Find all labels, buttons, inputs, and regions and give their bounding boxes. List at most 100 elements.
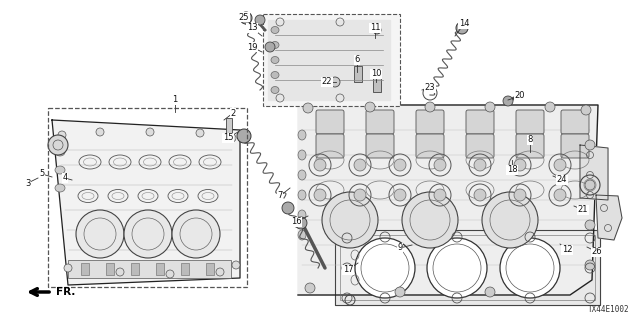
Circle shape (581, 105, 591, 115)
Circle shape (585, 260, 595, 270)
FancyBboxPatch shape (466, 134, 494, 158)
FancyBboxPatch shape (516, 110, 544, 134)
Text: 8: 8 (527, 135, 532, 145)
Circle shape (354, 189, 366, 201)
Circle shape (503, 96, 513, 106)
Circle shape (365, 102, 375, 112)
Text: 11: 11 (370, 23, 380, 33)
Ellipse shape (298, 170, 306, 180)
Circle shape (545, 102, 555, 112)
Circle shape (232, 261, 240, 269)
Circle shape (237, 129, 251, 143)
Bar (373, 78, 381, 92)
Text: TX44E1002: TX44E1002 (588, 305, 630, 314)
Bar (206, 263, 214, 275)
Text: 24: 24 (557, 175, 567, 185)
Circle shape (434, 159, 446, 171)
Text: 20: 20 (515, 92, 525, 100)
Bar (156, 263, 164, 275)
Circle shape (265, 42, 275, 52)
Polygon shape (52, 120, 240, 285)
FancyBboxPatch shape (516, 134, 544, 158)
FancyBboxPatch shape (316, 134, 344, 158)
Text: 6: 6 (355, 55, 360, 65)
Text: 13: 13 (246, 23, 257, 33)
Ellipse shape (271, 27, 279, 34)
Ellipse shape (271, 86, 279, 93)
Circle shape (394, 159, 406, 171)
Circle shape (295, 217, 307, 229)
Text: 10: 10 (371, 69, 381, 78)
Circle shape (402, 192, 458, 248)
Polygon shape (335, 230, 600, 305)
Circle shape (166, 270, 174, 278)
Text: 21: 21 (578, 205, 588, 214)
FancyBboxPatch shape (366, 110, 394, 134)
Circle shape (500, 238, 560, 298)
Text: 23: 23 (425, 84, 435, 92)
Circle shape (354, 159, 366, 171)
Circle shape (282, 202, 294, 214)
FancyBboxPatch shape (366, 134, 394, 158)
Circle shape (554, 189, 566, 201)
Circle shape (48, 135, 68, 155)
Circle shape (76, 210, 124, 258)
Circle shape (456, 22, 468, 34)
FancyBboxPatch shape (561, 110, 589, 134)
Text: 19: 19 (247, 43, 257, 52)
Circle shape (314, 189, 326, 201)
FancyBboxPatch shape (561, 134, 589, 158)
Circle shape (116, 268, 124, 276)
Circle shape (485, 287, 495, 297)
Circle shape (474, 159, 486, 171)
Text: 2: 2 (230, 108, 236, 117)
Bar (81, 263, 89, 275)
Circle shape (425, 102, 435, 112)
Bar (181, 263, 189, 275)
Circle shape (585, 140, 595, 150)
Text: FR.: FR. (56, 287, 76, 297)
Ellipse shape (298, 150, 306, 160)
Text: 9: 9 (397, 244, 403, 252)
Text: 18: 18 (507, 165, 517, 174)
Text: 25: 25 (239, 12, 249, 21)
Text: 12: 12 (562, 245, 572, 254)
FancyBboxPatch shape (416, 134, 444, 158)
Circle shape (240, 12, 252, 24)
Circle shape (554, 159, 566, 171)
Circle shape (305, 283, 315, 293)
Circle shape (485, 102, 495, 112)
Circle shape (514, 159, 526, 171)
Bar (106, 263, 114, 275)
Text: 1: 1 (172, 95, 178, 105)
Circle shape (322, 192, 378, 248)
Circle shape (64, 264, 72, 272)
Circle shape (355, 238, 415, 298)
Ellipse shape (55, 148, 65, 156)
Text: 14: 14 (459, 20, 469, 28)
Ellipse shape (298, 230, 306, 240)
Circle shape (58, 131, 66, 139)
Polygon shape (580, 145, 608, 200)
FancyBboxPatch shape (466, 110, 494, 134)
Text: 17: 17 (342, 266, 353, 275)
Ellipse shape (271, 42, 279, 49)
Bar (68, 260, 231, 278)
Circle shape (434, 189, 446, 201)
Circle shape (196, 129, 204, 137)
Polygon shape (596, 195, 622, 240)
Circle shape (482, 192, 538, 248)
Ellipse shape (298, 130, 306, 140)
Circle shape (394, 189, 406, 201)
Circle shape (228, 134, 236, 142)
Ellipse shape (55, 166, 65, 174)
Circle shape (474, 189, 486, 201)
Circle shape (172, 210, 220, 258)
Ellipse shape (271, 57, 279, 63)
Circle shape (255, 15, 265, 25)
Circle shape (585, 180, 595, 190)
Ellipse shape (271, 71, 279, 78)
Circle shape (96, 128, 104, 136)
Circle shape (216, 268, 224, 276)
Ellipse shape (298, 210, 306, 220)
